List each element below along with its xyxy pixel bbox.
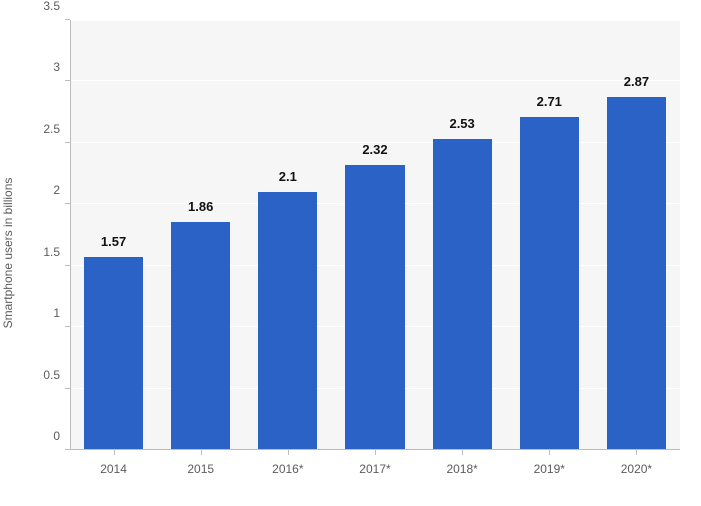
y-axis-label: Smartphone users in billions	[1, 178, 15, 329]
x-tick-label: 2017*	[359, 450, 390, 476]
bar-value-label: 1.86	[188, 199, 213, 222]
y-tick-label: 1	[53, 306, 70, 320]
bar-value-label: 2.1	[279, 169, 297, 192]
bar-2019: 2.71	[520, 117, 579, 450]
bar-value-label: 2.53	[449, 116, 474, 139]
x-tick-label: 2014	[100, 450, 127, 476]
x-tick-label: 2019*	[534, 450, 565, 476]
bar-slot: 2.71 2019*	[506, 20, 593, 450]
bar-2018: 2.53	[433, 139, 492, 450]
x-tick-label: 2018*	[446, 450, 477, 476]
x-tick-label: 2016*	[272, 450, 303, 476]
bar-slot: 1.57 2014	[70, 20, 157, 450]
bar-value-label: 2.87	[624, 74, 649, 97]
bar-2017: 2.32	[345, 165, 404, 450]
bar-value-label: 1.57	[101, 234, 126, 257]
bars-container: 1.57 2014 1.86 2015 2.1 2016*	[70, 20, 680, 450]
y-tick-label: 2.5	[43, 122, 70, 136]
bar-2016: 2.1	[258, 192, 317, 450]
bar-slot: 2.53 2018*	[419, 20, 506, 450]
x-tick-label: 2020*	[621, 450, 652, 476]
bar-slot: 2.32 2017*	[331, 20, 418, 450]
y-tick-label: 2	[53, 183, 70, 197]
bar-slot: 2.87 2020*	[593, 20, 680, 450]
y-tick-label: 3	[53, 60, 70, 74]
y-tick-label: 1.5	[43, 245, 70, 259]
bar-2015: 1.86	[171, 222, 230, 451]
bar-slot: 2.1 2016*	[244, 20, 331, 450]
y-tick-label: 0	[53, 429, 70, 443]
bar-chart: Smartphone users in billions 0 0.5 1 1.5…	[0, 0, 701, 506]
bar-slot: 1.86 2015	[157, 20, 244, 450]
plot-area: 0 0.5 1 1.5 2 2.5 3 3.5 1.57 2014 1	[70, 20, 680, 450]
y-tick-label: 3.5	[43, 0, 70, 13]
y-axis	[70, 20, 71, 450]
x-tick-label: 2015	[187, 450, 214, 476]
bar-value-label: 2.71	[537, 94, 562, 117]
x-axis	[70, 449, 680, 450]
bar-value-label: 2.32	[362, 142, 387, 165]
bar-2020: 2.87	[607, 97, 666, 450]
y-tick-label: 0.5	[43, 368, 70, 382]
bar-2014: 1.57	[84, 257, 143, 450]
